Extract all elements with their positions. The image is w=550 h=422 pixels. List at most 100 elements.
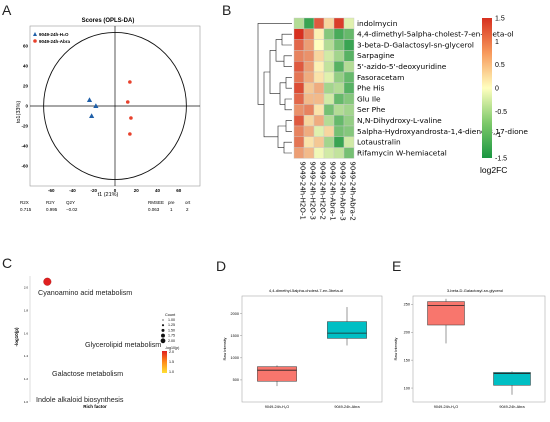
heatmap-cell [293,39,305,51]
panel-letter-c: C [2,255,13,271]
boxplot-ytick: 1500 [231,334,239,338]
heatmap-column-label: 9049-24h-H2O-2 [319,161,327,220]
opls-stat-header: ort [185,200,191,205]
enrichment-xlabel: Rich factor [83,404,107,409]
enrichment-ytick: 1.6 [24,331,29,335]
opls-xtick: -20 [90,188,97,193]
opls-stat-value: 2 [186,207,189,212]
heatmap-column-label: 9049-24h-H2O-3 [309,161,317,220]
heatmap-cell [313,93,325,105]
boxplot-frame [241,295,383,403]
heatmap-row-label: Glu Ile [357,94,381,103]
heatmap-cell [313,50,325,62]
heatmap-cell [303,93,315,105]
heatmap-cell [303,82,315,94]
boxplot-ytick: 2000 [231,312,239,316]
opls-ytick: -60 [21,164,28,169]
heatmap-cell [313,147,325,159]
enrichment-plot-area: 2.0 1.8 1.6 1.4 1.2 1.0 Cyanoamino acid metabo… [24,276,161,404]
heatmap-cell [293,114,305,127]
enrichment-ytick: 1.2 [24,377,29,381]
opls-stat-header: Q2Y [66,200,75,205]
heatmap-cell [323,17,335,30]
heatmap-cell [303,39,315,51]
enrichment-point-label: Galactose metabolism [52,369,123,378]
enrichment-point [43,277,52,286]
opls-stat-value: 0.995 [46,207,58,212]
heatmap-cell [313,125,325,138]
boxplot-box [257,366,297,382]
heatmap-cell [293,104,305,116]
boxplot-category: 9049-24h-Abra [499,405,525,409]
heatmap-cell [343,39,355,51]
panel-letter-e: E [392,258,402,274]
count-legend-dot [161,324,165,327]
heatmap-cell [333,82,345,94]
count-legend-title: Count [165,313,176,317]
count-legend-dot [160,338,166,344]
enrichment-point [37,392,41,396]
heatmap-cell [343,50,355,62]
legend-label-abra: 9049-24h-Abra [39,39,71,44]
heatmap-cell [293,93,305,105]
color-legend-tick: 1.5 [169,360,174,364]
heatmap-row-label: Lotaustralin [357,138,401,147]
dendrogram-branch [275,39,284,62]
legend-label-h2o: 9049-24h-H₂O [39,32,69,37]
opls-stat-value: −0.02 [66,207,78,212]
opls-ytick: 40 [23,64,29,69]
heatmap-column-label: 9049-24h-H2O-1 [299,161,307,220]
count-legend-label: 1.25 [168,323,175,327]
heatmap-row-label: Ser Phe [357,105,386,114]
heatmap-cell [323,104,335,116]
opls-stat-header: R2X [20,200,29,205]
dendrogram-branch [283,55,292,67]
heatmap-cell [293,147,305,159]
heatmap-cell [303,136,315,148]
opls-da-chart: Scores (OPLS-DA) -60 -40 -20 0 20 40 60-60-40-… [16,18,201,212]
heatmap-cell [313,61,325,73]
heatmap-cell [313,39,325,51]
count-legend-label: 1.75 [168,334,175,338]
heatmap-cell [333,28,345,40]
opls-point-abra [128,132,132,136]
boxplot-ytick: 100 [404,386,410,390]
opls-title: Scores (OPLS-DA) [82,18,135,24]
heatmap-cell [323,125,335,138]
opls-ytick: -20 [21,124,28,129]
heatmap-cell [303,104,315,116]
heatmap-cell [303,61,315,73]
opls-stats-table: R2X R2Y Q2Y RMSEE pre ort 0.715 0.995 −0.02 0.063… [20,200,191,212]
heatmap-cell [323,39,335,51]
heatmap-column-label: 9049-24h-Abra-2 [349,161,357,220]
heatmap-cell [303,125,315,138]
dendrogram-branch [277,125,286,148]
opls-xtick: -60 [48,188,55,193]
heatmap-cell [343,61,355,73]
boxplot-ylabel: Raw Intensity [394,338,398,361]
enrichment-ytick: 1.4 [24,354,29,358]
enrichment-point-label: Indole alkaloid biosynthesis [36,395,124,404]
opls-ytick: 0 [25,104,28,109]
count-legend-dot [161,333,165,338]
heatmap-row-label: indolmycin [357,19,398,28]
color-legend-tick: 2.0 [169,350,174,354]
heatmap-cell [323,61,335,73]
heatmap-row-label: 3-beta-D-Galactosyl-sn-glycerol [357,40,474,49]
opls-xlabel: t1 (21%) [98,192,119,198]
heatmap-cell [343,136,355,148]
count-legend-label: 1.00 [168,318,175,322]
boxplot-category: 9049-24h-Abra [334,405,360,409]
heatmap-cell [293,125,305,138]
opls-xtick: -40 [69,188,76,193]
enrichment-chart: 2.0 1.8 1.6 1.4 1.2 1.0 Cyanoamino acid metabo… [14,276,179,409]
heatmap-cell [333,39,345,51]
dendrogram-branch [257,23,292,105]
count-legend-dot [162,319,164,321]
panel-letter-b: B [222,2,232,18]
heatmap-cell [303,28,315,40]
dendrogram-branch [281,33,292,46]
heatmap-row-label: 5'-azido-5'-deoxyuridine [357,62,447,71]
heatmap-cell [333,93,345,105]
heatmap-cell [333,147,345,159]
